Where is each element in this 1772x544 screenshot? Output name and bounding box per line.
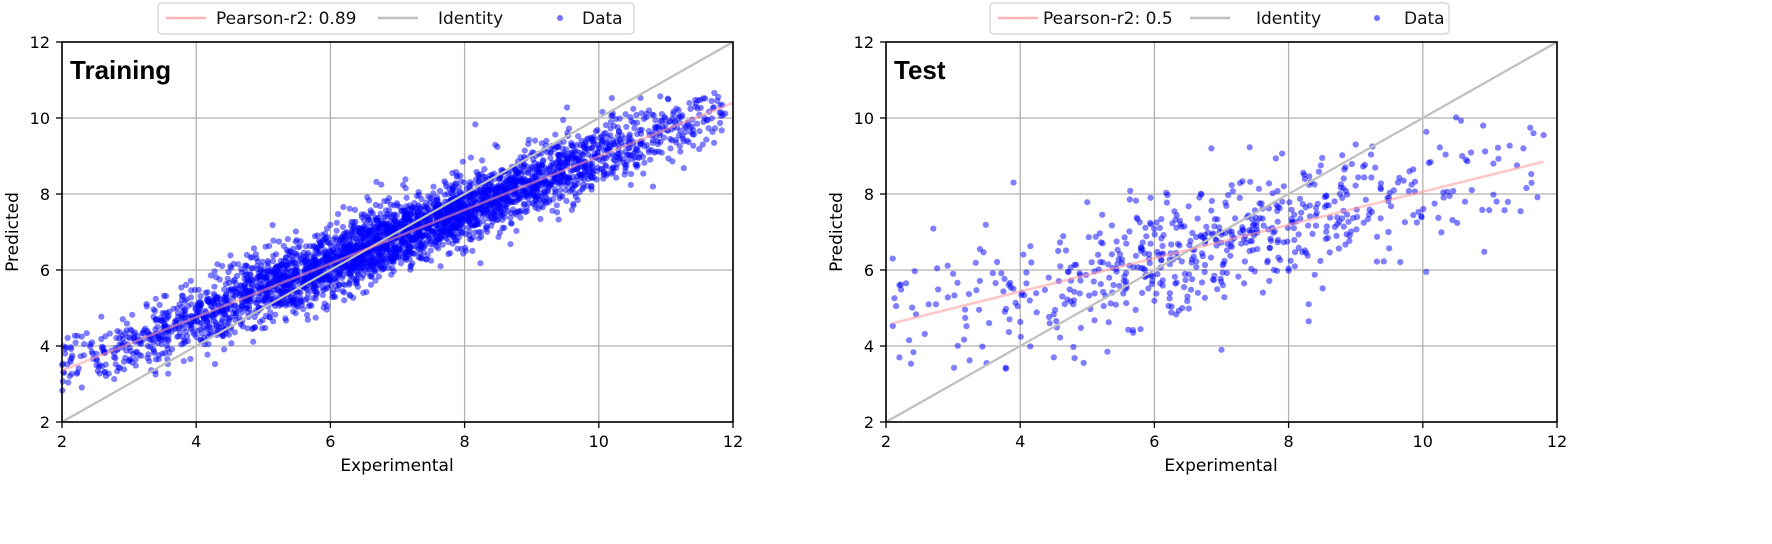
training-legend: Pearson-r2: 0.89 Identity Data	[157, 2, 635, 35]
x-tick-label: 10	[589, 432, 609, 451]
training-annotation: Training	[70, 55, 171, 85]
test-chart: 2 4 6 8 10 12 2 4 6 8 10 12 Test Experimental Predi…	[827, 2, 1568, 476]
test-identity-line	[885, 41, 1558, 423]
training-regression-line	[61, 101, 734, 372]
training-legend-pearson: Pearson-r2: 0.89	[216, 9, 356, 29]
y-tick-label: 4	[40, 337, 50, 356]
x-tick-label: 4	[191, 432, 201, 451]
x-tick-label: 8	[1284, 432, 1294, 451]
x-tick-label: 12	[723, 432, 743, 451]
y-tick-label: 2	[40, 413, 50, 432]
test-ylabel: Predicted	[827, 192, 847, 272]
test-panel: 2 4 6 8 10 12 2 4 6 8 10 12 Test Experimental Predi…	[824, 0, 1772, 540]
test-legend: Pearson-r2: 0.5 Identity Data	[989, 2, 1450, 35]
x-tick-label: 2	[57, 432, 67, 451]
training-ticks: 2 4 6 8 10 12 2 4 6 8 10 12	[30, 33, 744, 451]
training-xlabel: Experimental	[340, 456, 453, 476]
y-tick-label: 8	[40, 185, 50, 204]
y-tick-label: 12	[854, 33, 874, 52]
y-tick-label: 8	[864, 185, 874, 204]
training-axes-frame	[61, 41, 734, 423]
y-tick-label: 10	[854, 109, 874, 128]
y-tick-label: 6	[864, 261, 874, 280]
test-legend-pearson: Pearson-r2: 0.5	[1043, 9, 1173, 29]
test-annotation: Test	[894, 55, 946, 85]
y-tick-label: 10	[30, 109, 50, 128]
training-data-points	[59, 89, 729, 394]
test-xlabel: Experimental	[1164, 456, 1277, 476]
x-tick-label: 8	[460, 432, 470, 451]
y-tick-label: 12	[30, 33, 50, 52]
training-identity-line	[61, 41, 734, 423]
y-tick-label: 6	[40, 261, 50, 280]
x-tick-label: 12	[1547, 432, 1567, 451]
training-legend-identity: Identity	[438, 9, 503, 29]
training-ylabel: Predicted	[3, 192, 23, 272]
x-tick-label: 10	[1413, 432, 1433, 451]
x-tick-label: 4	[1015, 432, 1025, 451]
test-ticks: 2 4 6 8 10 12 2 4 6 8 10 12	[854, 33, 1568, 451]
data-marker-swatch-icon	[1374, 15, 1380, 21]
y-tick-label: 4	[864, 337, 874, 356]
x-tick-label: 2	[881, 432, 891, 451]
training-panel: 2 4 6 8 10 12 2 4 6 8 10 12 Training Experimental P…	[0, 0, 886, 540]
training-legend-data: Data	[582, 9, 623, 29]
test-regression-line	[892, 160, 1544, 325]
test-axes-frame	[885, 41, 1558, 423]
y-tick-label: 2	[864, 413, 874, 432]
training-chart: 2 4 6 8 10 12 2 4 6 8 10 12 Training Experimental P…	[3, 2, 744, 476]
test-legend-identity: Identity	[1256, 9, 1321, 29]
data-marker-swatch-icon	[557, 15, 563, 21]
test-legend-data: Data	[1404, 9, 1445, 29]
x-tick-label: 6	[325, 432, 335, 451]
x-tick-label: 6	[1149, 432, 1159, 451]
